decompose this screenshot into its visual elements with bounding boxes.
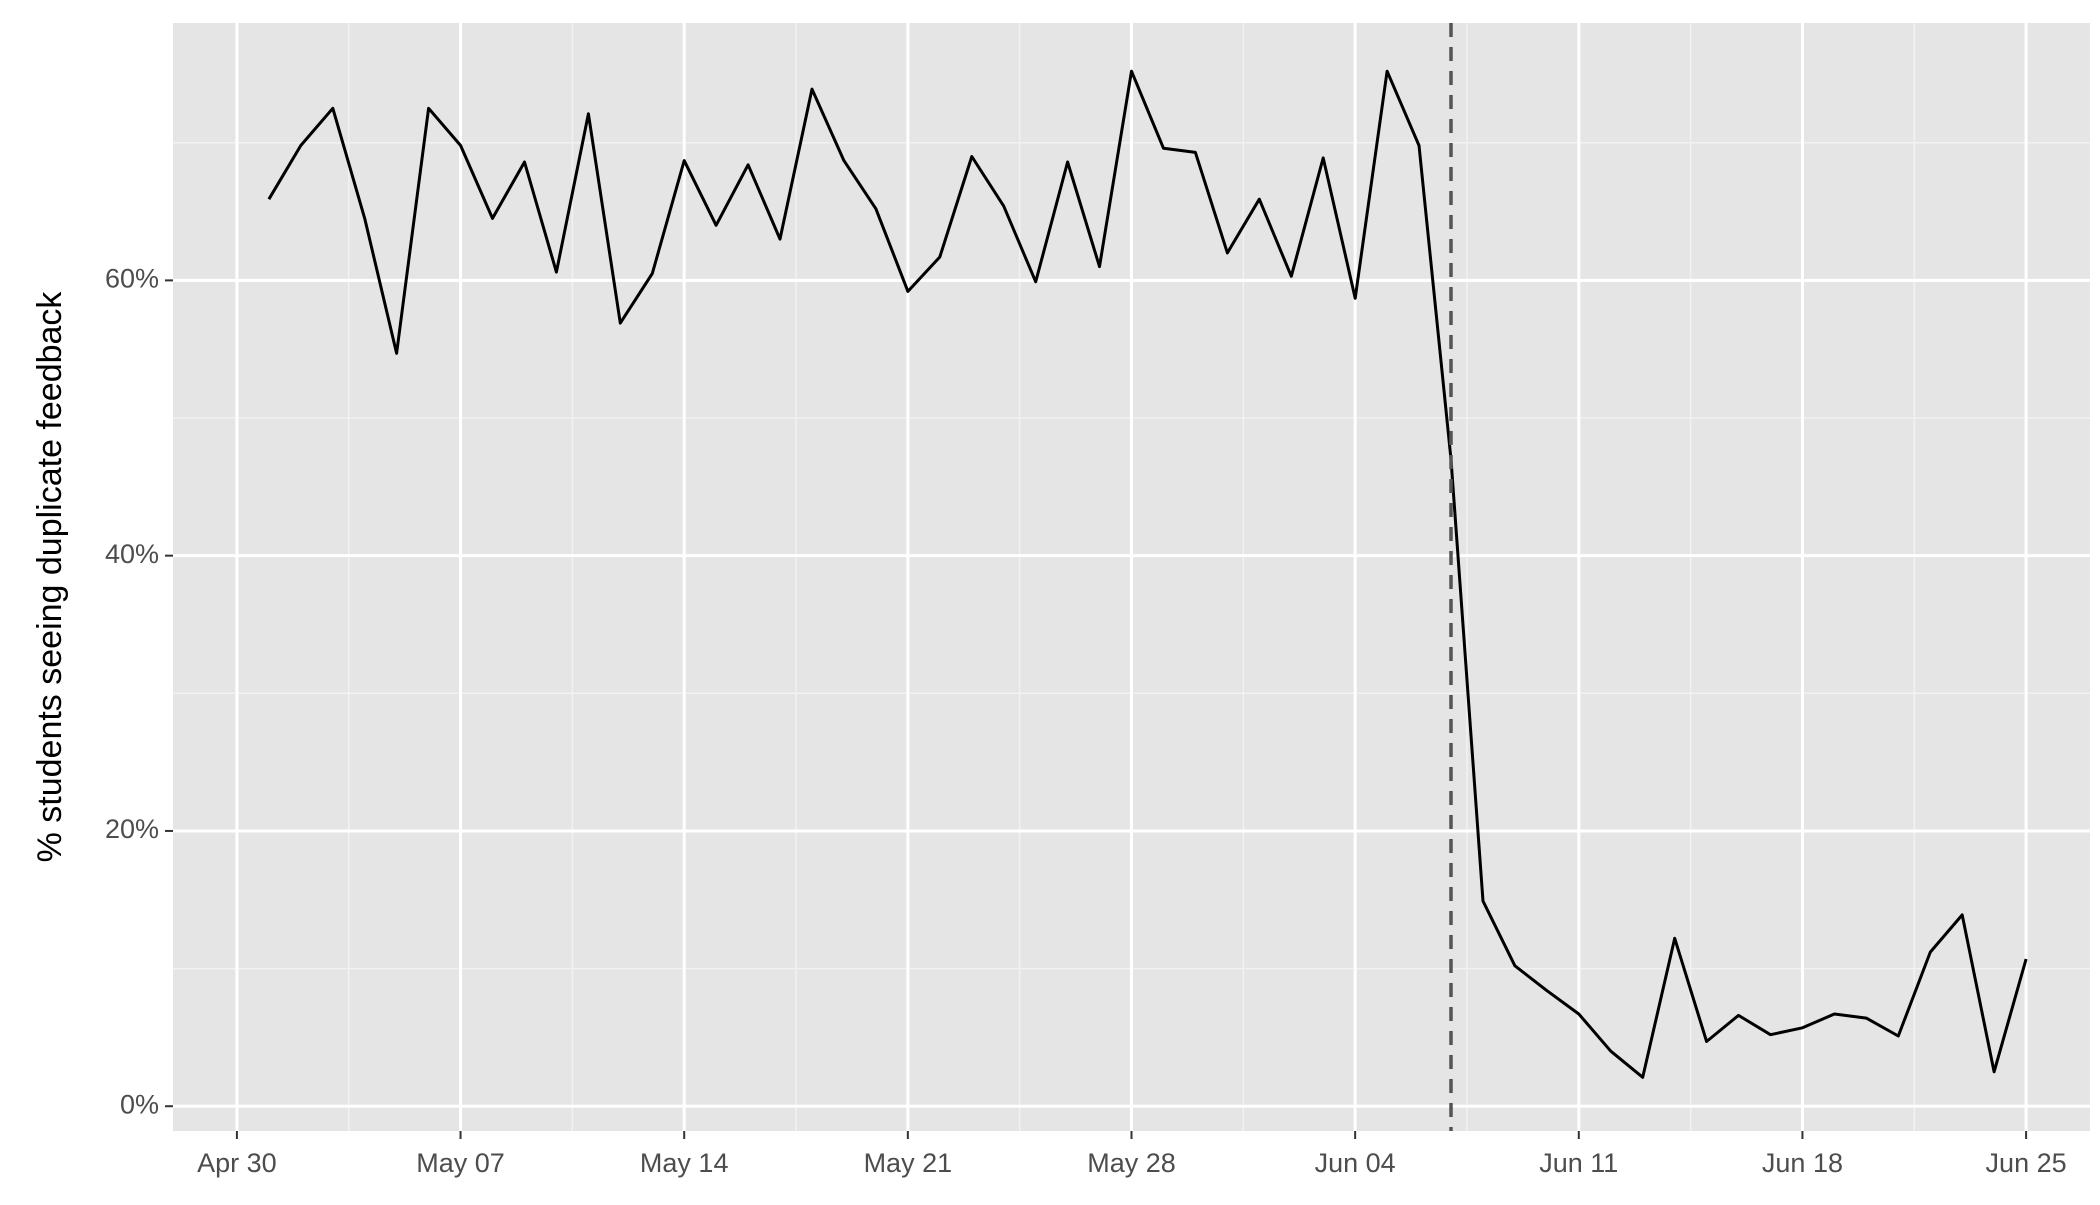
x-tick-label: May 14 — [640, 1148, 729, 1178]
y-axis-title: % students seeing duplicate feedback — [31, 291, 69, 863]
x-tick-label: Jun 25 — [1986, 1148, 2067, 1178]
x-tick-label: Jun 11 — [1539, 1148, 1618, 1178]
x-tick-label: May 28 — [1087, 1148, 1176, 1178]
x-tick-label: May 21 — [864, 1148, 953, 1178]
x-tick-label: Apr 30 — [197, 1148, 277, 1178]
y-tick-label: 0% — [120, 1089, 159, 1119]
y-tick-label: 40% — [105, 539, 159, 569]
x-tick-label: Jun 04 — [1315, 1148, 1396, 1178]
x-tick-label: May 07 — [416, 1148, 505, 1178]
x-tick-label: Jun 18 — [1762, 1148, 1843, 1178]
y-tick-label: 60% — [105, 264, 159, 294]
y-tick-label: 20% — [105, 814, 159, 844]
data-line — [267, 69, 2028, 1079]
